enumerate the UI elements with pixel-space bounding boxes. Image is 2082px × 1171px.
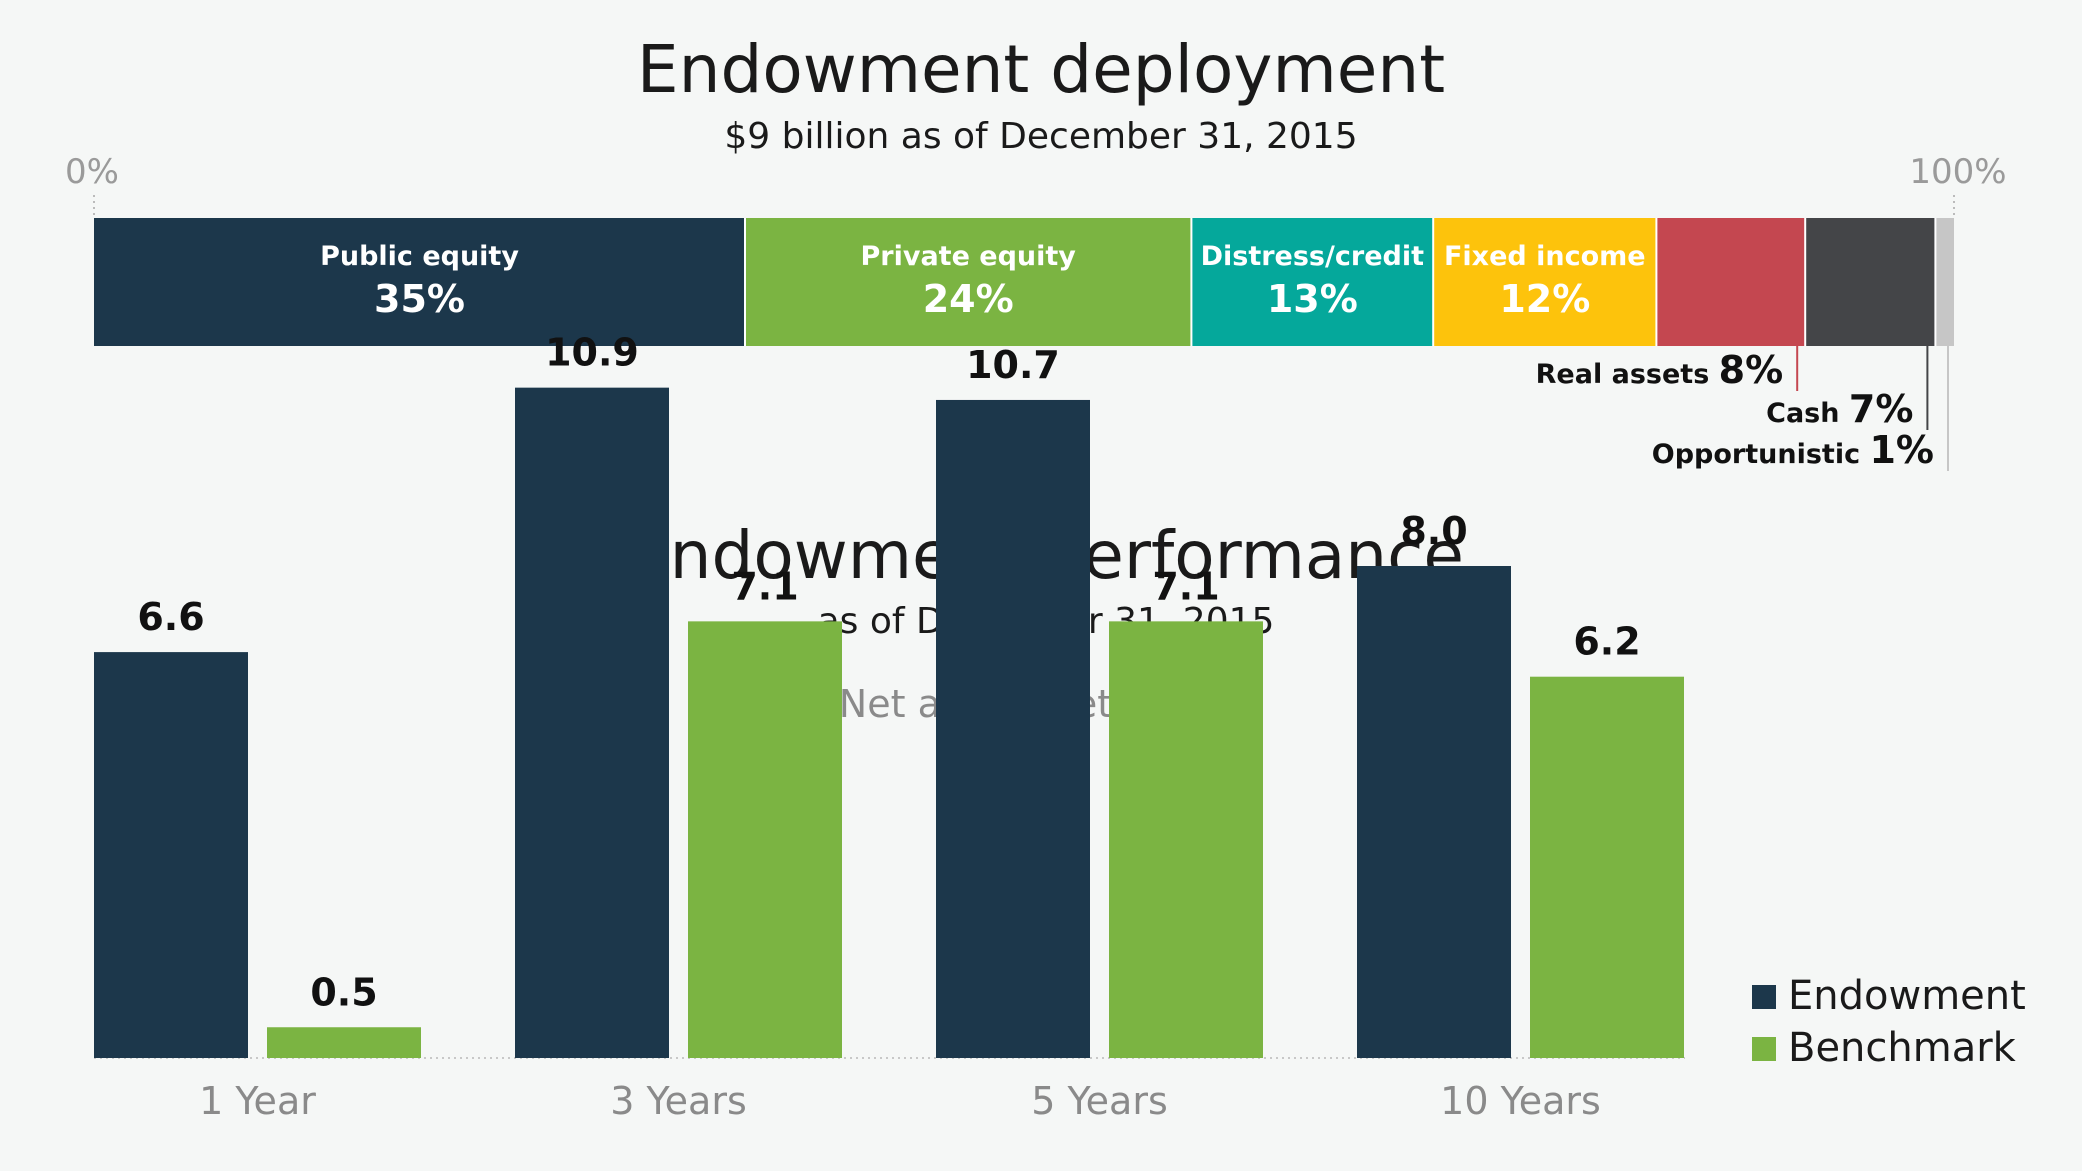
bar-group: 6.6 0.5 1 Year 10.9 7.1 3 Years 10.7 7.1 5 Years… <box>94 331 1684 1123</box>
callout-label-cash: Cash <box>1766 398 1849 429</box>
category-label-5-years: 5 Years <box>1031 1079 1168 1123</box>
axis-end-label: 100% <box>1909 152 2006 192</box>
bar-value-endowment-10-years: 8.0 <box>1400 509 1467 553</box>
category-label-10-years: 10 Years <box>1440 1079 1601 1123</box>
callout-value-real-assets: 8% <box>1719 348 1784 392</box>
bar-value-endowment-1-year: 6.6 <box>137 595 204 639</box>
deployment-chart: Endowment deployment $9 billion as of De… <box>65 31 2007 472</box>
legend-swatch-benchmark <box>1752 1037 1776 1061</box>
segment-label-private-equity: Private equity <box>860 241 1076 272</box>
segment-label-distress-credit: Distress/credit <box>1201 241 1424 272</box>
performance-chart: Endowment performance as of December 31,… <box>94 331 2026 1123</box>
segment-real-assets <box>1656 218 1806 346</box>
bar-value-benchmark-3-years: 7.1 <box>731 564 798 608</box>
bar-value-endowment-5-years: 10.7 <box>966 343 1060 387</box>
bar-endowment-3-years <box>515 387 669 1058</box>
callout-cash: Cash 7% <box>1766 387 1913 431</box>
bar-value-benchmark-5-years: 7.1 <box>1152 564 1219 608</box>
segment-label-fixed-income: Fixed income <box>1444 241 1646 272</box>
category-label-1-year: 1 Year <box>199 1079 316 1123</box>
bar-benchmark-10-years <box>1530 676 1684 1058</box>
bar-value-endowment-3-years: 10.9 <box>545 331 639 375</box>
segment-value-distress-credit: 13% <box>1267 277 1358 321</box>
segment-value-private-equity: 24% <box>923 277 1014 321</box>
bar-endowment-10-years <box>1357 566 1511 1058</box>
legend-swatch-endowment <box>1752 985 1776 1009</box>
stacked-bar: Public equity 35% Private equity 24% Distres… <box>94 218 1954 472</box>
segment-distress-credit <box>1191 218 1434 346</box>
legend-label-benchmark: Benchmark <box>1788 1025 2017 1071</box>
segment-value-public-equity: 35% <box>374 277 465 321</box>
segment-public-equity <box>94 218 745 346</box>
axis-start-label: 0% <box>65 152 119 192</box>
callout-label-real-assets: Real assets <box>1536 359 1719 390</box>
legend-label-endowment: Endowment <box>1788 973 2026 1019</box>
segment-label-public-equity: Public equity <box>320 241 519 272</box>
bar-endowment-1-year <box>94 652 248 1058</box>
bar-endowment-5-years <box>936 399 1090 1058</box>
bar-value-benchmark-10-years: 6.2 <box>1573 620 1640 664</box>
bar-benchmark-3-years <box>688 621 842 1058</box>
segment-value-fixed-income: 12% <box>1499 277 1590 321</box>
callout-real-assets: Real assets 8% <box>1536 348 1784 392</box>
callout-opportunistic: Opportunistic 1% <box>1652 428 1934 472</box>
bar-benchmark-5-years <box>1109 621 1263 1058</box>
segment-cash <box>1805 218 1936 346</box>
segment-private-equity <box>745 218 1192 346</box>
deployment-subtitle: $9 billion as of December 31, 2015 <box>724 116 1357 157</box>
segment-opportunistic <box>1935 218 1954 346</box>
callout-value-cash: 7% <box>1849 387 1914 431</box>
callout-label-opportunistic: Opportunistic <box>1652 439 1870 470</box>
bar-benchmark-1-year <box>267 1027 421 1058</box>
segment-fixed-income <box>1433 218 1657 346</box>
callout-value-opportunistic: 1% <box>1869 428 1934 472</box>
category-label-3-years: 3 Years <box>610 1079 747 1123</box>
bar-value-benchmark-1-year: 0.5 <box>310 970 377 1014</box>
legend: Endowment Benchmark <box>1752 973 2026 1071</box>
deployment-title: Endowment deployment <box>637 31 1445 108</box>
